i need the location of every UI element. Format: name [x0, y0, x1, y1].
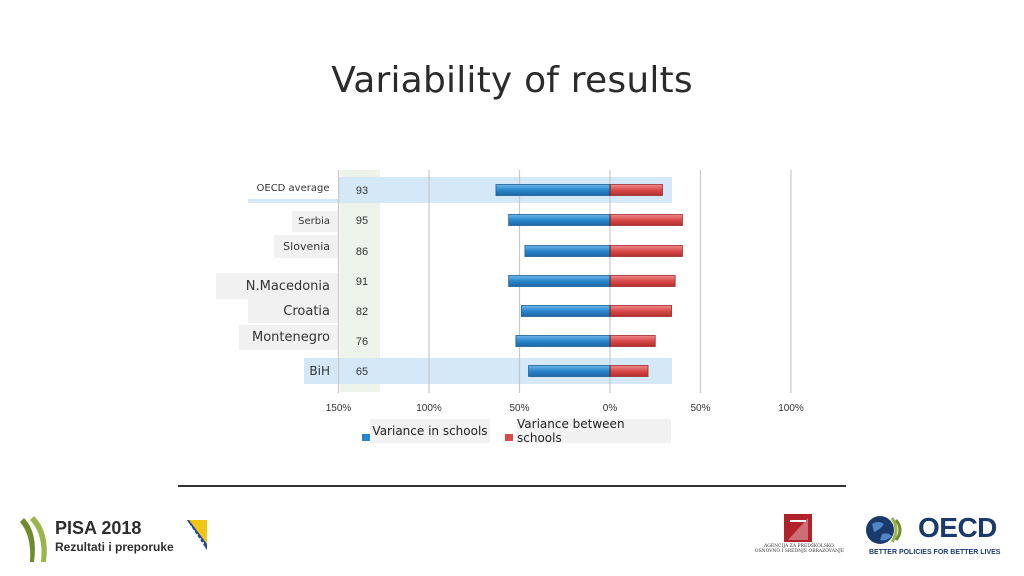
oecd-globe-icon: [866, 516, 902, 544]
bar-variance-in-schools: [528, 365, 611, 377]
category-label: Croatia: [248, 299, 338, 323]
bar-variance-in-schools: [515, 335, 611, 347]
agency-logo-icon: [784, 514, 812, 542]
x-tick-label: 150%: [326, 403, 352, 414]
bar-variance-between-schools: [609, 335, 656, 347]
bih-flag-icon: [187, 520, 207, 550]
bar-variance-in-schools: [495, 184, 611, 196]
footer-divider: [178, 485, 846, 487]
oecd-tagline: BETTER POLICIES FOR BETTER LIVES: [869, 549, 1001, 556]
x-tick-label: 100%: [778, 403, 804, 414]
total-value-label: 76: [356, 336, 368, 348]
x-tick-label: 50%: [509, 403, 529, 414]
legend-entry: Variance in schools: [370, 419, 490, 443]
bar-variance-between-schools: [609, 365, 649, 377]
category-label: OECD average: [248, 177, 338, 199]
bar-variance-between-schools: [609, 184, 663, 196]
oecd-wordmark: OECD: [918, 512, 997, 543]
total-value-label: 65: [356, 366, 368, 378]
total-value-label: 86: [356, 246, 368, 258]
x-tick-label: 100%: [416, 403, 442, 414]
pisa-title: PISA 2018: [55, 518, 142, 538]
bar-variance-in-schools: [520, 305, 611, 317]
legend-swatch: [505, 434, 513, 441]
agency-name: AGENCIJA ZA PREDŠKOLSKO, OSNOVNO I SREDN…: [754, 544, 845, 554]
bar-variance-between-schools: [609, 305, 672, 317]
bar-variance-in-schools: [524, 245, 611, 257]
total-value-label: 91: [356, 276, 368, 288]
total-value-label: 95: [356, 215, 368, 227]
slide-title: Variability of results: [331, 60, 693, 101]
category-label: BiH: [304, 358, 338, 384]
legend-swatch: [362, 434, 370, 441]
x-tick-label: 0%: [603, 403, 618, 414]
legend-entry: Variance between schools: [517, 417, 671, 445]
bar-variance-in-schools: [508, 275, 611, 287]
bar-variance-between-schools: [609, 214, 683, 226]
total-value-label: 82: [356, 306, 368, 318]
totals-column-bg: [340, 170, 380, 392]
bar-variance-in-schools: [508, 214, 611, 226]
pisa-logo-icon: [20, 516, 47, 562]
bar-variance-between-schools: [609, 245, 683, 257]
category-label: Slovenia: [274, 235, 338, 258]
category-label: N.Macedonia: [216, 273, 338, 299]
category-label: Montenegro: [239, 325, 338, 350]
category-label: Serbia: [292, 211, 338, 232]
pisa-subtitle: Rezultati i preporuke: [55, 540, 174, 554]
total-value-label: 93: [356, 185, 368, 197]
x-tick-label: 50%: [690, 403, 710, 414]
bar-variance-between-schools: [609, 275, 676, 287]
